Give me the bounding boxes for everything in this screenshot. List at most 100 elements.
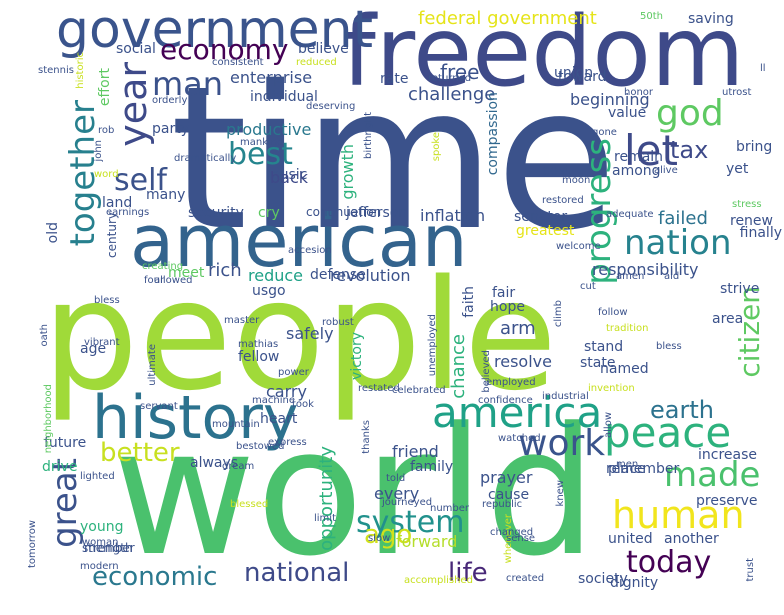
cloud-word: amen xyxy=(616,271,645,282)
cloud-word: restored xyxy=(542,195,584,206)
cloud-word: inflation xyxy=(420,206,486,225)
cloud-word: mankind xyxy=(240,137,284,148)
cloud-word: mathias xyxy=(238,339,279,350)
cloud-word: best xyxy=(228,137,293,172)
cloud-word: express xyxy=(268,437,307,448)
cloud-word: prayer xyxy=(480,468,533,487)
cloud-word: allowed xyxy=(154,275,193,286)
cloud-word: men xyxy=(616,459,639,470)
cloud-word: woman xyxy=(82,537,119,548)
cloud-word: republic xyxy=(482,499,523,510)
cloud-word: accomplished xyxy=(404,575,473,586)
cloud-word: took xyxy=(292,399,314,410)
cloud-word: every xyxy=(374,484,420,503)
cloud-word: effort xyxy=(97,68,113,107)
cloud-word: age xyxy=(80,341,107,357)
cloud-word: tax xyxy=(670,136,709,164)
cloud-word: saving xyxy=(688,11,734,27)
cloud-word: ll xyxy=(760,63,766,74)
cloud-word: productive xyxy=(226,120,312,139)
cloud-word: century xyxy=(105,212,119,258)
cloud-word: believe xyxy=(298,41,349,57)
cloud-word: future xyxy=(44,435,87,451)
cloud-word: earnings xyxy=(106,207,150,218)
cloud-word: slow xyxy=(368,533,391,544)
cloud-word: year xyxy=(111,62,155,147)
cloud-word: historic xyxy=(75,52,86,89)
cloud-word: carry xyxy=(266,382,307,401)
cloud-word: let xyxy=(624,126,678,175)
cloud-word: lighted xyxy=(80,471,115,482)
cloud-word: friend xyxy=(392,442,439,461)
cloud-word: continuation xyxy=(306,205,382,219)
cloud-word: young xyxy=(80,519,124,535)
cloud-word: spoke xyxy=(431,132,442,162)
cloud-word: tomorrow xyxy=(27,520,38,569)
cloud-word: united xyxy=(608,531,653,547)
cloud-word: stress xyxy=(732,199,762,210)
cloud-word: stennis xyxy=(38,65,74,76)
cloud-word: safely xyxy=(286,324,334,343)
cloud-word: faith xyxy=(461,286,477,318)
cloud-word: state xyxy=(580,355,616,371)
cloud-word: stand xyxy=(584,339,624,355)
cloud-word: blessed xyxy=(230,499,269,510)
cloud-word: reduce xyxy=(248,266,304,285)
cloud-word: employed xyxy=(486,377,536,388)
cloud-word: invention xyxy=(588,383,635,394)
cloud-word: music xyxy=(266,167,308,183)
cloud-word: economy xyxy=(160,33,289,66)
cloud-word: creating xyxy=(142,261,184,272)
cloud-word: compassion xyxy=(485,92,501,176)
cloud-word: economic xyxy=(92,562,218,592)
cloud-word: bless xyxy=(656,341,682,352)
cloud-word: always xyxy=(190,455,239,471)
cloud-word: cry xyxy=(258,205,280,221)
cloud-word: knew xyxy=(555,480,566,507)
cloud-word: cut xyxy=(580,281,596,292)
cloud-word: consistent xyxy=(212,57,264,68)
cloud-word: security xyxy=(188,205,244,221)
cloud-word: cause xyxy=(488,487,530,503)
cloud-word: hope xyxy=(490,299,525,315)
cloud-word: life xyxy=(448,558,488,588)
cloud-word: jefferson xyxy=(346,205,408,221)
cloud-word: party xyxy=(152,121,189,137)
cloud-word: word xyxy=(94,169,119,180)
cloud-word: trust xyxy=(745,558,756,582)
cloud-word: allow xyxy=(603,412,614,438)
cloud-word: dignity xyxy=(610,575,659,591)
cloud-word: family xyxy=(410,459,454,475)
cloud-word: people xyxy=(42,247,558,424)
cloud-word: named xyxy=(600,361,649,377)
cloud-word: restated xyxy=(358,383,400,394)
cloud-word: human xyxy=(612,493,745,537)
cloud-word: many xyxy=(146,187,186,203)
cloud-word: mountain xyxy=(212,419,260,430)
cloud-word: peace xyxy=(604,408,732,457)
cloud-word: created xyxy=(506,573,545,584)
cloud-word: nation xyxy=(624,223,732,263)
cloud-word: celebrated xyxy=(392,385,446,396)
cloud-word: toward xyxy=(558,69,607,85)
cloud-word: honor xyxy=(624,87,654,98)
cloud-word: god xyxy=(656,93,724,134)
cloud-word: another xyxy=(664,531,719,547)
cloud-word: bring xyxy=(736,139,773,155)
cloud-word: oath xyxy=(39,324,50,347)
cloud-word: citizen xyxy=(733,286,766,378)
cloud-word: work xyxy=(518,423,606,464)
cloud-word: 50th xyxy=(640,11,663,22)
cloud-word: preserve xyxy=(696,493,758,509)
cloud-word: master xyxy=(224,315,260,326)
cloud-word: freedom xyxy=(342,0,745,108)
cloud-word: reduced xyxy=(296,57,337,68)
cloud-word: strive xyxy=(720,281,760,297)
cloud-word: thanks xyxy=(361,420,372,454)
cloud-word: usgo xyxy=(252,283,286,299)
cloud-word: follow xyxy=(598,307,628,318)
cloud-word: four xyxy=(144,275,165,286)
cloud-word: today xyxy=(626,545,712,580)
cloud-word: watched xyxy=(498,433,541,444)
cloud-word: adequate xyxy=(606,209,654,220)
